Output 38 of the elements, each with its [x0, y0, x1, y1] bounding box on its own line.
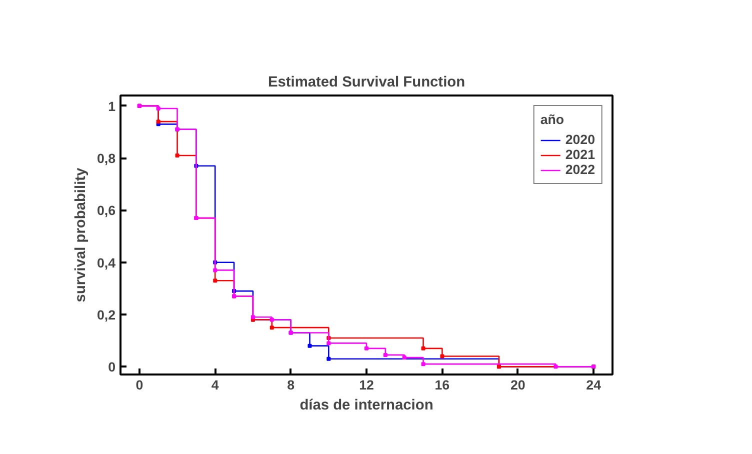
legend-label: 2020	[565, 132, 595, 147]
point	[270, 326, 274, 330]
x-tick-label: 4	[211, 378, 220, 392]
point	[156, 106, 160, 111]
point	[326, 341, 331, 346]
y-tick-label: 0,2	[96, 308, 116, 323]
point	[383, 352, 388, 357]
point	[270, 318, 274, 322]
x-tick-label: 16	[434, 378, 450, 392]
point	[156, 120, 160, 124]
point	[326, 356, 331, 361]
x-tick-label: 24	[586, 378, 602, 392]
legend-label: 2021	[565, 147, 595, 162]
y-tick-label: 0,6	[96, 203, 116, 218]
y-tick-label: 0,4	[96, 255, 116, 270]
x-tick-label: 0	[136, 378, 144, 392]
point	[213, 278, 218, 283]
point	[250, 315, 255, 320]
y-axis-title: survival probability	[72, 166, 89, 302]
chart-title: Estimated Survival Function	[268, 74, 466, 90]
x-tick-label: 8	[287, 378, 295, 392]
point	[421, 362, 426, 366]
legend-title: año	[540, 112, 566, 127]
x-tick-label: 12	[359, 378, 374, 392]
legend-label: 2022	[565, 162, 595, 177]
point	[175, 153, 180, 158]
y-tick-label: 1	[108, 98, 116, 114]
y-tick-label: 0,8	[96, 151, 116, 166]
point	[440, 354, 444, 358]
point	[402, 356, 406, 360]
y-tick-label: 0	[108, 360, 116, 375]
point	[364, 346, 368, 350]
x-axis-title: días de internacion	[300, 398, 434, 414]
point	[421, 346, 426, 350]
point	[554, 364, 558, 369]
point	[213, 268, 218, 272]
point	[308, 344, 312, 348]
x-tick-label: 20	[510, 378, 526, 392]
